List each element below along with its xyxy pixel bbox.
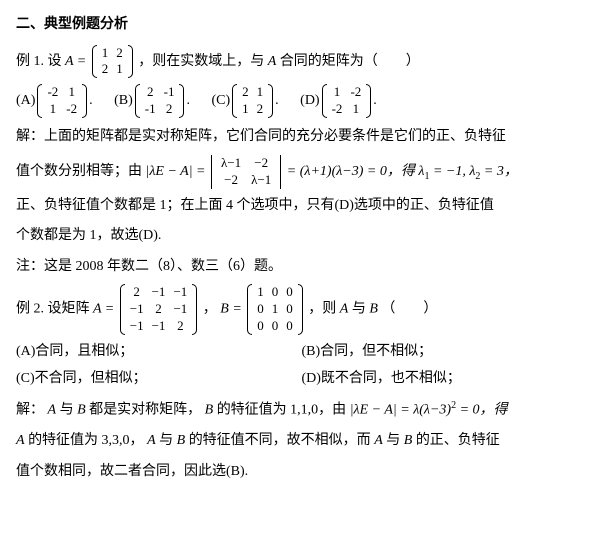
ex2-B-name: B xyxy=(369,302,378,317)
ex1-lead1: 设 xyxy=(48,54,66,69)
ex2-options: (A)合同，且相似； (B)合同，但不相似； (C)不合同，但相似； (D)既不… xyxy=(16,339,587,392)
ex1-sol-line4: 个数都是为 1，故选(D). xyxy=(16,223,587,250)
ex1-option-A: (A)-211-2. xyxy=(16,84,93,118)
ex1-det: λ−1−2 −2λ−1 xyxy=(211,155,281,189)
ex1-options: (A)-211-2. (B)2-1-12. (C)2112. (D)1-2-21… xyxy=(16,84,587,118)
det-expr: |λE − A| = xyxy=(146,164,206,179)
opt-label: (D) xyxy=(300,93,319,108)
ex2-B-eq: B = xyxy=(220,302,242,317)
ex2-label: 例 2. xyxy=(16,302,44,317)
ex2-option-A: (A)合同，且相似； xyxy=(16,339,302,366)
ex1-option-D: (D)1-2-21. xyxy=(300,84,377,118)
ex1-matrix-A: 12 21 xyxy=(92,45,133,79)
ex2-B2: B xyxy=(205,403,214,418)
opt-label: (C) xyxy=(211,93,230,108)
opt-tail: . xyxy=(186,93,190,108)
l1v: = −1, λ xyxy=(429,164,475,179)
det2: |λE − A| = λ(λ−3) xyxy=(350,403,451,418)
ex2-option-D: (D)既不合同，也不相似； xyxy=(302,366,588,393)
ex2-matrix-B: 100 010 000 xyxy=(247,284,303,335)
ex1-A-eq: A = xyxy=(65,54,86,69)
section-title: 二、典型例题分析 xyxy=(16,12,587,39)
opt-tail: . xyxy=(373,93,377,108)
s1a: 解： xyxy=(16,403,44,418)
s1c: 都是实对称矩阵， xyxy=(89,403,201,418)
ex1-sol-line3: 正、负特征值个数都是 1；在上面 4 个选项中，只有(D)选项中的正、负特征值 xyxy=(16,193,587,220)
ex1-option-B: (B)2-1-12. xyxy=(114,84,190,118)
opt-matrix: 1-2-21 xyxy=(322,84,372,118)
l2v: = 3， xyxy=(480,164,517,179)
ex1-option-C: (C)2112. xyxy=(211,84,278,118)
ex2-B4: B xyxy=(404,433,413,448)
ex1-stem: 例 1. 设 A = 12 21 ，则在实数域上，与 A 合同的矩阵为（ ） xyxy=(16,45,587,79)
ex1-lead3: 合同的矩阵为（ ） xyxy=(280,54,420,69)
ex2-B1: B xyxy=(77,403,86,418)
opt-tail: . xyxy=(89,93,93,108)
ex2-option-B: (B)合同，但不相似； xyxy=(302,339,588,366)
ex2-A3: A xyxy=(147,433,156,448)
opt-tail: . xyxy=(275,93,279,108)
ex1-label: 例 1. xyxy=(16,54,44,69)
ex1-lead2: ，则在实数域上，与 xyxy=(138,54,268,69)
ex1-note: 注：这是 2008 年数二（8）、数三（6）题。 xyxy=(16,254,587,281)
s2d: 与 xyxy=(386,433,404,448)
ex2-and: 与 xyxy=(352,302,370,317)
s2e: 的正、负特征 xyxy=(416,433,500,448)
opt-matrix: 2112 xyxy=(232,84,273,118)
ex2-A-eq: A = xyxy=(93,302,114,317)
sep: ， xyxy=(203,302,221,317)
det2r: = 0，得 xyxy=(456,403,507,418)
ex2-B3: B xyxy=(177,433,186,448)
opt-matrix: 2-1-12 xyxy=(135,84,185,118)
opt-label: (B) xyxy=(114,93,133,108)
ex2-sol-line2: A 的特征值为 3,3,0， A 与 B 的特征值不同，故不相似，而 A 与 B… xyxy=(16,428,587,455)
ex2-A4: A xyxy=(374,433,383,448)
ex2-sol-line3: 值个数相同，故二者合同，因此选(B). xyxy=(16,459,587,486)
ex2-lead2: ，则 xyxy=(308,302,340,317)
s1d: 的特征值为 1,1,0，由 xyxy=(217,403,347,418)
s2b: 与 xyxy=(159,433,177,448)
ex2-sol-line1: 解： A 与 B 都是实对称矩阵， B 的特征值为 1,1,0，由 |λE − … xyxy=(16,396,587,424)
opt-label: (A) xyxy=(16,93,35,108)
s2c: 的特征值不同，故不相似，而 xyxy=(189,433,375,448)
ex2-A1: A xyxy=(48,403,57,418)
s1b: 与 xyxy=(60,403,78,418)
ex1-sol-line2: 值个数分别相等；由 |λE − A| = λ−1−2 −2λ−1 = (λ+1)… xyxy=(16,155,587,189)
s2a: 的特征值为 3,3,0， xyxy=(28,433,144,448)
ex2-stem: 例 2. 设矩阵 A = 2−1−1 −12−1 −1−12 ， B = 100… xyxy=(16,284,587,335)
ex2-lead3: （ ） xyxy=(381,302,437,317)
det-rhs: = (λ+1)(λ−3) = 0，得 λ xyxy=(287,164,425,179)
ex2-A2: A xyxy=(16,433,25,448)
opt-matrix: -211-2 xyxy=(37,84,87,118)
ex2-matrix-A: 2−1−1 −12−1 −1−12 xyxy=(120,284,198,335)
ex2-A-name: A xyxy=(340,302,349,317)
ex1-A-name: A xyxy=(268,54,277,69)
ex1-sol-line1: 解：上面的矩阵都是实对称矩阵，它们合同的充分必要条件是它们的正、负特征 xyxy=(16,124,587,151)
ex2-option-C: (C)不合同，但相似； xyxy=(16,366,302,393)
ex2-lead1: 设矩阵 xyxy=(48,302,94,317)
sol2a: 值个数分别相等；由 xyxy=(16,164,142,179)
